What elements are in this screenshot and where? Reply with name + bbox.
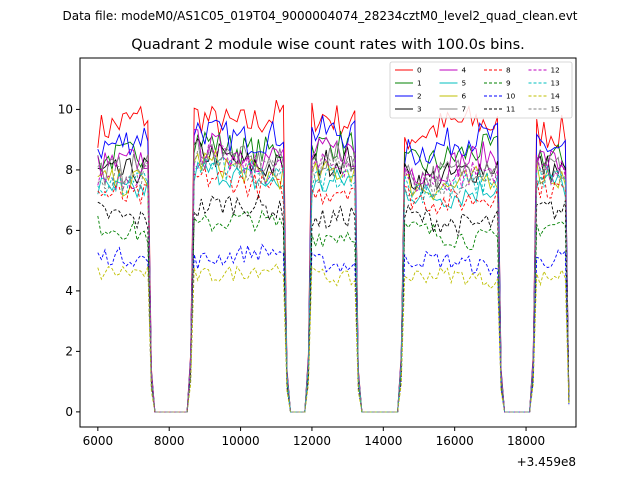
series-line-15 bbox=[97, 144, 570, 413]
figure-suptitle: Data file: modeM0/AS1C05_019T04_90000040… bbox=[62, 9, 577, 23]
y-tick-label: 6 bbox=[65, 223, 73, 237]
plot-lines bbox=[97, 99, 570, 413]
series-line-14 bbox=[97, 263, 570, 413]
legend-label-5: 5 bbox=[462, 79, 467, 88]
y-tick-label: 4 bbox=[65, 284, 73, 298]
legend-label-4: 4 bbox=[462, 66, 467, 75]
axes-frame bbox=[79, 57, 577, 428]
series-line-12 bbox=[97, 144, 570, 413]
legend-label-8: 8 bbox=[506, 66, 511, 75]
y-tick-label: 0 bbox=[65, 405, 73, 419]
x-axis: 6000 8000 10000 12000 14000 16000 18000 bbox=[83, 427, 545, 448]
legend-label-9: 9 bbox=[506, 79, 511, 88]
x-tick-label: 10000 bbox=[221, 434, 259, 448]
legend-label-13: 13 bbox=[551, 79, 561, 88]
x-tick-label: 12000 bbox=[293, 434, 331, 448]
x-tick-label: 14000 bbox=[364, 434, 402, 448]
chart-title: Quadrant 2 module wise count rates with … bbox=[131, 37, 525, 53]
legend-label-2: 2 bbox=[417, 92, 422, 101]
y-axis: 0 2 4 6 8 10 bbox=[58, 102, 80, 419]
x-tick-label: 18000 bbox=[507, 434, 545, 448]
y-tick-label: 2 bbox=[65, 344, 73, 358]
x-tick-label: 16000 bbox=[436, 434, 474, 448]
legend-label-0: 0 bbox=[417, 66, 422, 75]
legend-label-12: 12 bbox=[551, 66, 560, 75]
legend-box bbox=[389, 61, 573, 119]
legend-label-1: 1 bbox=[417, 79, 422, 88]
legend-label-14: 14 bbox=[551, 92, 561, 101]
legend-label-7: 7 bbox=[462, 105, 467, 114]
y-tick-label: 8 bbox=[65, 163, 73, 177]
legend-label-3: 3 bbox=[417, 105, 422, 114]
legend-label-11: 11 bbox=[506, 105, 515, 114]
x-tick-label: 8000 bbox=[154, 434, 185, 448]
y-tick-label: 10 bbox=[58, 102, 73, 116]
x-tick-label: 6000 bbox=[83, 434, 114, 448]
x-axis-offset-label: +3.459e8 bbox=[517, 455, 576, 469]
series-line-9 bbox=[97, 209, 570, 413]
legend-label-6: 6 bbox=[462, 92, 467, 101]
legend-label-10: 10 bbox=[506, 92, 516, 101]
legend-label-15: 15 bbox=[551, 105, 560, 114]
series-line-11 bbox=[97, 193, 570, 413]
